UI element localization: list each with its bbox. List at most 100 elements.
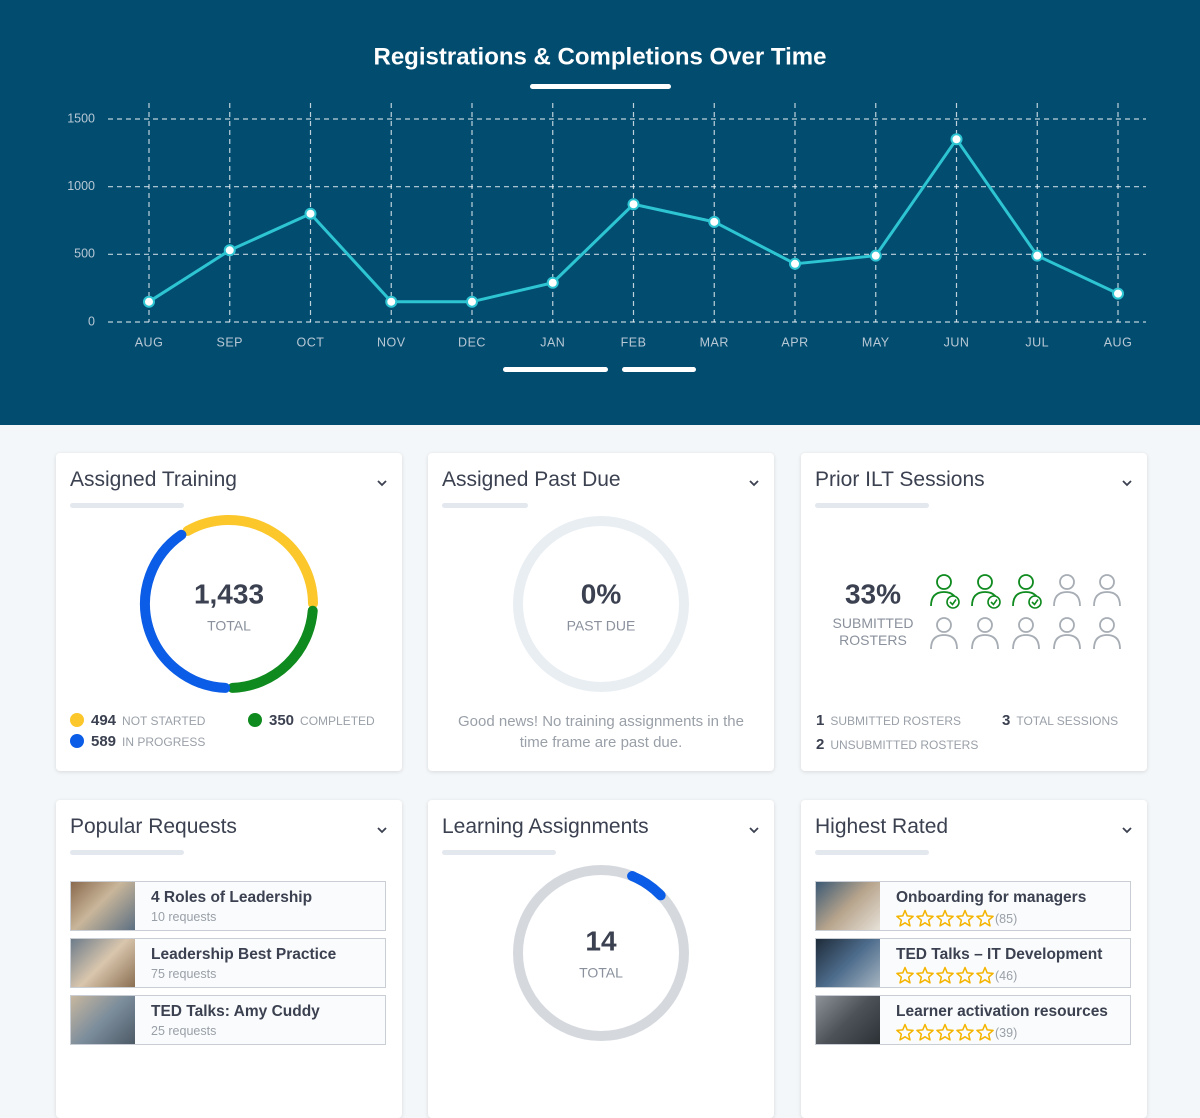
card-title: Highest Rated [815, 815, 949, 838]
check-badge [946, 595, 960, 609]
card-title: Popular Requests [70, 815, 237, 838]
dropdown[interactable] [1121, 477, 1133, 489]
stat-label: TOTAL SESSIONS [1016, 714, 1119, 728]
card: Highest Rated Onboarding for managers (8… [801, 800, 1147, 1118]
person-body [1093, 591, 1121, 607]
legend-value: 350 [269, 712, 295, 729]
legend-swatch [70, 713, 84, 727]
line-chart: Registrations & Completions Over Time AU… [67, 43, 1146, 372]
stars [896, 1023, 994, 1041]
total-label: TOTAL [207, 618, 251, 634]
dropdown[interactable] [748, 477, 760, 489]
card: Assigned Past Due 0% PAST DUE Good news!… [428, 453, 774, 771]
legend-item: 589 IN PROGRESS [70, 733, 205, 750]
star [936, 909, 954, 927]
donut: 1,433 TOTAL [140, 515, 318, 693]
person-body [1012, 634, 1040, 650]
star [916, 1023, 934, 1041]
x-tick-label: AUG [135, 335, 164, 349]
person-head [977, 574, 993, 590]
person-head [977, 617, 993, 633]
donut-segment [140, 529, 231, 693]
message: Good news! No training assignments in th… [458, 713, 744, 751]
scroll-indicator[interactable] [503, 367, 608, 372]
star [956, 909, 974, 927]
x-tick-label: JUN [944, 335, 970, 349]
dropdown[interactable] [748, 824, 760, 836]
stat-count: 2 [816, 736, 825, 753]
item-title: Learner activation resources [896, 1003, 1108, 1020]
data-point [304, 207, 317, 220]
list-item[interactable]: Leadership Best Practice 75 requests [70, 938, 386, 988]
item-requests: 25 requests [151, 1024, 217, 1038]
thumbnail [816, 882, 880, 930]
stat-count: 3 [1002, 712, 1011, 729]
y-tick-label: 0 [88, 314, 95, 328]
x-tick-label: APR [781, 335, 808, 349]
dropdown[interactable] [376, 824, 388, 836]
item-title: TED Talks – IT Development [896, 946, 1103, 963]
ring: 14 TOTAL [513, 865, 689, 1041]
thumbnail [71, 996, 135, 1044]
list-item[interactable]: Onboarding for managers (85) [815, 881, 1131, 931]
star [896, 966, 914, 984]
legend-value: 494 [91, 712, 117, 729]
star [956, 966, 974, 984]
title-bar [70, 503, 184, 508]
x-tick-label: JUL [1025, 335, 1049, 349]
title-bar [815, 850, 929, 855]
star [916, 909, 934, 927]
person-body [971, 634, 999, 650]
person-body [1053, 591, 1081, 607]
dropdown[interactable] [1121, 824, 1133, 836]
person-head [1018, 574, 1034, 590]
card: Assigned Training 1,433 TOTAL 494 NOT STA… [56, 453, 402, 771]
title-bar [442, 503, 528, 508]
title-bar [442, 850, 556, 855]
card-title: Assigned Past Due [442, 468, 621, 491]
data-point [385, 295, 398, 308]
donut-segment [227, 605, 318, 693]
list-item[interactable]: 4 Roles of Leadership 10 requests [70, 881, 386, 931]
star [936, 1023, 954, 1041]
star [896, 1023, 914, 1041]
data-point [143, 295, 155, 308]
thumbnail [71, 939, 135, 987]
list-item[interactable]: TED Talks: Amy Cuddy 25 requests [70, 995, 386, 1045]
star [956, 1023, 974, 1041]
person-body [1093, 634, 1121, 650]
thumbnail [816, 939, 880, 987]
title-bar [70, 850, 184, 855]
check-mark [949, 599, 957, 606]
scroll-indicator[interactable] [622, 367, 696, 372]
ring-progress [627, 871, 666, 901]
total-label: TOTAL [579, 965, 623, 981]
person-head [1059, 617, 1075, 633]
legend-swatch [248, 713, 262, 727]
data-point [1112, 287, 1124, 300]
x-tick-label: AUG [1104, 335, 1133, 349]
title-underline [530, 84, 671, 89]
data-point [223, 244, 236, 257]
list-item[interactable]: TED Talks – IT Development (46) [815, 938, 1131, 988]
data-point [546, 276, 559, 289]
x-tick-label: OCT [297, 335, 325, 349]
item-requests: 10 requests [151, 910, 217, 924]
list-item[interactable]: Learner activation resources (39) [815, 995, 1131, 1045]
x-tick-label: MAR [700, 335, 729, 349]
stars [896, 966, 994, 984]
data-point [950, 133, 963, 146]
check-badge [1028, 595, 1042, 609]
dropdown[interactable] [376, 477, 388, 489]
legend-label: IN PROGRESS [122, 735, 206, 749]
star [896, 909, 914, 927]
percent: 33% [845, 578, 901, 609]
person-head [1018, 617, 1034, 633]
card-title: Prior ILT Sessions [815, 468, 985, 491]
star [976, 909, 994, 927]
legend-swatch [70, 734, 84, 748]
star [936, 966, 954, 984]
item-requests: 75 requests [151, 967, 217, 981]
legend-item: 350 COMPLETED [248, 712, 375, 729]
data-point [466, 295, 478, 308]
